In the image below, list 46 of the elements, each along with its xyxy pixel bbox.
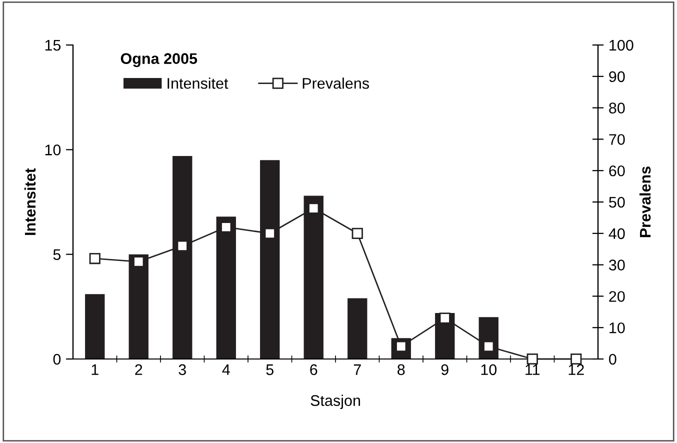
y2-axis-title: Prevalens xyxy=(639,166,651,238)
y-axis-title: Intensitet xyxy=(24,168,36,235)
chart-title: Ogna 2005 xyxy=(120,53,198,68)
y2-tick-label: 50 xyxy=(609,196,625,208)
y-tick-label: 15 xyxy=(45,40,61,51)
point xyxy=(220,222,232,233)
point xyxy=(308,202,320,214)
point xyxy=(483,340,494,352)
x-axis-title: Stasjon xyxy=(310,394,360,410)
x-tick-label: 5 xyxy=(266,364,274,376)
x-tick-label: 1 xyxy=(92,364,98,375)
y-tick-label: 10 xyxy=(45,144,61,156)
x-tick-label: 10 xyxy=(481,364,497,376)
x-tick-label: 11 xyxy=(526,364,540,375)
legend-label: Prevalens xyxy=(302,78,369,89)
y2-tick-label: 40 xyxy=(608,228,625,240)
x-tick-label: 12 xyxy=(568,364,584,375)
x-tick-label: 6 xyxy=(310,364,318,376)
point xyxy=(526,353,538,365)
bar xyxy=(348,298,368,359)
point xyxy=(352,228,363,239)
bar xyxy=(85,294,105,359)
y2-tick-label: 80 xyxy=(609,102,625,114)
y2-tick-label: 0 xyxy=(609,354,616,365)
x-tick-label: 4 xyxy=(222,364,230,375)
y2-tick-label: 70 xyxy=(609,134,625,145)
y2-tick-label: 20 xyxy=(609,291,625,302)
x-tick-label: 7 xyxy=(354,364,361,375)
y2-tick-label: 10 xyxy=(610,322,625,334)
x-tick-label: 2 xyxy=(135,364,142,375)
point xyxy=(264,228,276,239)
point xyxy=(439,312,450,324)
x-tick-label: 9 xyxy=(441,364,448,376)
legend-label: Intensitet xyxy=(168,78,228,89)
y-tick-label: 5 xyxy=(53,249,61,260)
y2-tick-label: 90 xyxy=(609,71,625,82)
x-tick-label: 8 xyxy=(398,364,405,376)
point xyxy=(176,240,188,252)
point xyxy=(133,256,144,268)
point xyxy=(89,252,100,264)
y-tick-label: 0 xyxy=(53,354,61,365)
point xyxy=(570,353,582,365)
x-tick-label: 3 xyxy=(178,364,186,376)
y2-tick-label: 60 xyxy=(609,165,625,176)
y2-tick-label: 100 xyxy=(610,40,634,51)
y2-tick-label: 30 xyxy=(609,260,625,270)
